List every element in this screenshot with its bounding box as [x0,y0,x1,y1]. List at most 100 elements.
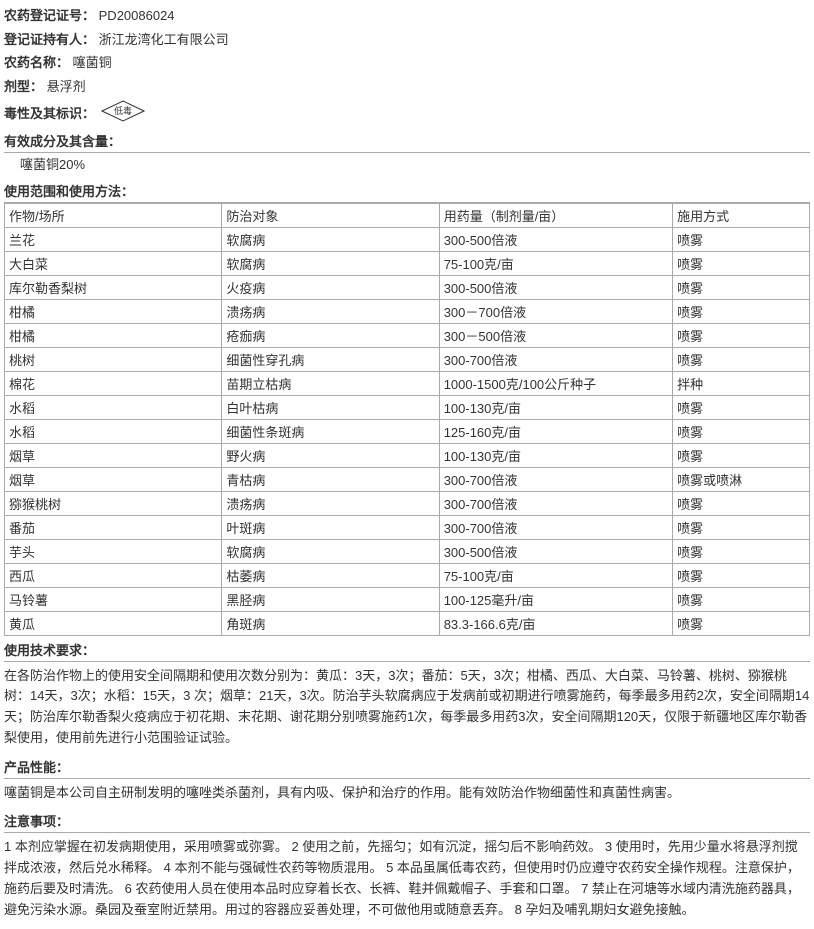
table-cell: 喷雾 [673,227,810,251]
table-cell: 水稻 [5,419,222,443]
table-cell: 黄瓜 [5,611,222,635]
table-cell: 100-130克/亩 [439,443,672,467]
table-cell: 300-700倍液 [439,515,672,539]
table-cell: 1000-1500克/100公斤种子 [439,371,672,395]
form-label: 剂型： [4,79,43,94]
table-cell: 野火病 [222,443,439,467]
table-cell: 喷雾 [673,251,810,275]
table-cell: 喷雾 [673,515,810,539]
table-cell: 300－700倍液 [439,299,672,323]
usage-col-header: 作物/场所 [5,203,222,227]
table-cell: 柑橘 [5,299,222,323]
table-cell: 喷雾 [673,347,810,371]
holder-label: 登记证持有人： [4,32,95,47]
table-row: 水稻白叶枯病100-130克/亩喷雾 [5,395,810,419]
performance-header: 产品性能： [4,755,810,779]
table-row: 烟草野火病100-130克/亩喷雾 [5,443,810,467]
caution-header: 注意事项： [4,809,810,833]
table-cell: 75-100克/亩 [439,563,672,587]
usage-table-header-row: 作物/场所防治对象用药量（制剂量/亩）施用方式 [5,203,810,227]
ingredients-header: 有效成分及其含量： [4,129,810,153]
table-row: 桃树细菌性穿孔病300-700倍液喷雾 [5,347,810,371]
table-cell: 棉花 [5,371,222,395]
table-row: 兰花软腐病300-500倍液喷雾 [5,227,810,251]
table-cell: 100-130克/亩 [439,395,672,419]
table-row: 棉花苗期立枯病1000-1500克/100公斤种子拌种 [5,371,810,395]
table-cell: 火疫病 [222,275,439,299]
table-cell: 软腐病 [222,251,439,275]
tech-header: 使用技术要求： [4,638,810,662]
pesticide-name-value: 噻菌铜 [73,55,112,70]
holder-value: 浙江龙湾化工有限公司 [99,32,229,47]
reg-no-label: 农药登记证号： [4,8,95,23]
table-cell: 西瓜 [5,563,222,587]
form-row: 剂型： 悬浮剂 [4,75,810,99]
table-cell: 拌种 [673,371,810,395]
table-cell: 300-700倍液 [439,347,672,371]
table-cell: 番茄 [5,515,222,539]
table-cell: 细菌性穿孔病 [222,347,439,371]
table-cell: 100-125毫升/亩 [439,587,672,611]
toxicity-row: 毒性及其标识： 低毒 [4,98,810,127]
table-cell: 苗期立枯病 [222,371,439,395]
holder-row: 登记证持有人： 浙江龙湾化工有限公司 [4,28,810,52]
table-cell: 芋头 [5,539,222,563]
table-cell: 喷雾 [673,275,810,299]
table-row: 猕猴桃树溃疡病300-700倍液喷雾 [5,491,810,515]
table-cell: 83.3-166.6克/亩 [439,611,672,635]
table-cell: 角斑病 [222,611,439,635]
table-row: 烟草青枯病300-700倍液喷雾或喷淋 [5,467,810,491]
table-cell: 75-100克/亩 [439,251,672,275]
table-cell: 桃树 [5,347,222,371]
table-cell: 兰花 [5,227,222,251]
table-cell: 125-160克/亩 [439,419,672,443]
table-row: 大白菜软腐病75-100克/亩喷雾 [5,251,810,275]
toxicity-label: 毒性及其标识： [4,103,95,122]
reg-no-value: PD20086024 [99,8,175,23]
table-cell: 喷雾 [673,539,810,563]
table-cell: 马铃薯 [5,587,222,611]
table-cell: 柑橘 [5,323,222,347]
table-cell: 猕猴桃树 [5,491,222,515]
table-cell: 黑胫病 [222,587,439,611]
table-cell: 喷雾 [673,299,810,323]
usage-col-header: 用药量（制剂量/亩） [439,203,672,227]
table-cell: 喷雾 [673,395,810,419]
table-cell: 喷雾 [673,323,810,347]
toxicity-diamond-icon: 低毒 [101,100,145,125]
table-cell: 300-500倍液 [439,227,672,251]
table-cell: 300-500倍液 [439,275,672,299]
table-cell: 软腐病 [222,539,439,563]
table-cell: 水稻 [5,395,222,419]
table-row: 柑橘溃疡病300－700倍液喷雾 [5,299,810,323]
table-cell: 青枯病 [222,467,439,491]
table-cell: 喷雾或喷淋 [673,467,810,491]
table-row: 库尔勒香梨树火疫病300-500倍液喷雾 [5,275,810,299]
table-cell: 细菌性条斑病 [222,419,439,443]
ingredient-item: 噻菌铜20% [4,153,810,177]
usage-header: 使用范围和使用方法： [4,179,810,203]
table-cell: 库尔勒香梨树 [5,275,222,299]
form-value: 悬浮剂 [47,79,86,94]
table-cell: 300－500倍液 [439,323,672,347]
pesticide-name-row: 农药名称： 噻菌铜 [4,51,810,75]
usage-table: 作物/场所防治对象用药量（制剂量/亩）施用方式 兰花软腐病300-500倍液喷雾… [4,203,810,636]
table-cell: 喷雾 [673,563,810,587]
table-cell: 喷雾 [673,587,810,611]
table-cell: 喷雾 [673,611,810,635]
table-cell: 白叶枯病 [222,395,439,419]
usage-col-header: 施用方式 [673,203,810,227]
table-cell: 溃疡病 [222,491,439,515]
pesticide-name-label: 农药名称： [4,55,69,70]
caution-text: 1 本剂应掌握在初发病期使用，采用喷雾或弥雾。 2 使用之前，先摇匀；如有沉淀，… [4,833,810,924]
table-row: 番茄叶斑病300-700倍液喷雾 [5,515,810,539]
table-cell: 溃疡病 [222,299,439,323]
table-cell: 叶斑病 [222,515,439,539]
tech-text: 在各防治作物上的使用安全间隔期和使用次数分别为：黄瓜：3天，3次；番茄：5天，3… [4,662,810,753]
table-cell: 喷雾 [673,491,810,515]
table-row: 柑橘疮痂病300－500倍液喷雾 [5,323,810,347]
toxicity-text: 低毒 [114,105,132,116]
table-row: 黄瓜角斑病83.3-166.6克/亩喷雾 [5,611,810,635]
table-cell: 喷雾 [673,419,810,443]
table-cell: 枯萎病 [222,563,439,587]
